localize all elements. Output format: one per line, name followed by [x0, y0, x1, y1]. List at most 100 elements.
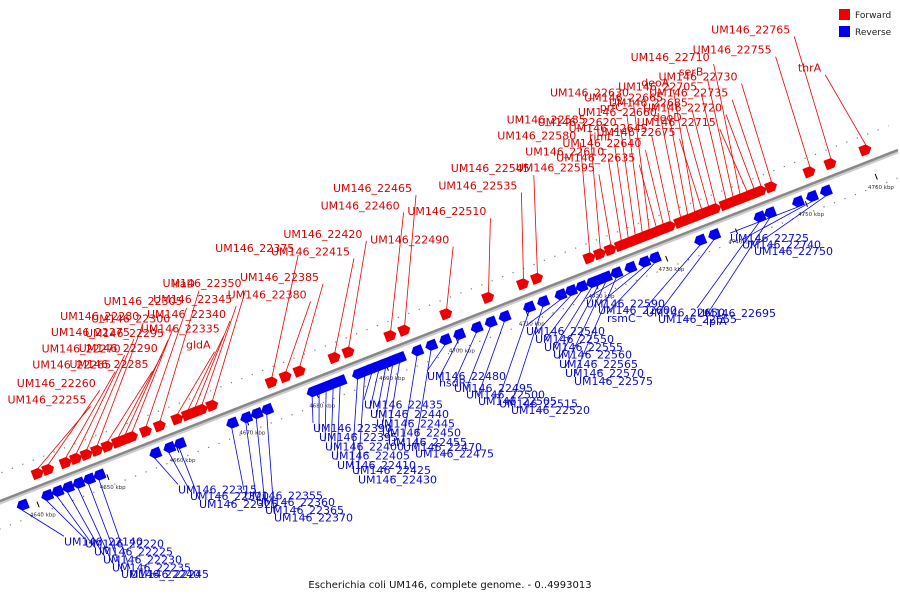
forward-gene-label: UM146_22295	[85, 327, 164, 340]
reverse-leader-line	[324, 391, 327, 442]
scale-tick-label: 4670 kbp	[239, 431, 265, 437]
forward-gene	[858, 144, 872, 157]
reverse-gene-label: UM146_22315	[178, 483, 257, 496]
reverse-leader-line	[381, 365, 393, 428]
forward-gene-label: deoA	[641, 77, 669, 90]
reverse-gene-label: UM146_22325	[199, 498, 278, 511]
forward-leader-line	[775, 56, 811, 167]
reverse-leader-line	[510, 306, 544, 405]
reverse-gene-label: UM146_22495	[454, 382, 533, 395]
reverse-gene	[226, 416, 240, 429]
forward-leader-line	[187, 335, 225, 410]
reverse-leader-line	[543, 291, 582, 343]
reverse-gene	[792, 195, 806, 208]
scale-tick	[176, 446, 180, 453]
forward-gene	[79, 448, 93, 462]
forward-leader-line	[645, 149, 664, 225]
forward-gene-label: serB	[679, 66, 704, 79]
reverse-gene	[62, 480, 76, 493]
scale-tick	[36, 501, 40, 508]
forward-leader-line	[626, 114, 643, 233]
gene-features	[16, 144, 872, 511]
forward-gene	[383, 330, 397, 343]
scale-tick-label: 4730 kbp	[658, 267, 684, 273]
forward-leader-line	[824, 74, 867, 145]
reverse-gene-label: UM146_22235	[112, 561, 191, 574]
forward-gene-label: UM146_22490	[370, 234, 449, 247]
reverse-gene	[41, 488, 55, 502]
reverse-leader-line	[477, 321, 505, 396]
scale-tick	[735, 228, 739, 235]
forward-gene	[582, 252, 596, 265]
reverse-gene-label: UM146_22320	[190, 490, 269, 503]
reverse-leader-line	[414, 350, 432, 449]
forward-gene-label: gldA	[186, 339, 211, 352]
reverse-leader-line	[438, 339, 460, 378]
forward-gene	[753, 185, 767, 198]
reverse-gene	[149, 446, 163, 459]
legend-reverse-swatch	[839, 26, 850, 37]
scale-tick-label: 4750 kbp	[798, 212, 824, 218]
forward-leader-line	[131, 325, 175, 432]
reverse-leader-line	[266, 414, 275, 513]
forward-gene-label: UM146_22620	[538, 116, 617, 129]
forward-gene	[138, 425, 152, 438]
forward-gene	[529, 272, 543, 285]
forward-gene	[327, 351, 341, 365]
forward-gene	[100, 440, 114, 453]
forward-gene-label: deoD	[653, 111, 682, 124]
forward-leader-line	[299, 283, 324, 367]
reverse-gene-label: UM146_22220	[85, 538, 164, 551]
forward-gene-label: UM146_22290	[79, 342, 158, 355]
forward-gene-label: UM146_22535	[438, 180, 517, 193]
forward-leader-line	[285, 301, 311, 372]
forward-gene	[89, 444, 103, 457]
reverse-gene	[72, 476, 86, 489]
forward-gene	[264, 376, 278, 389]
reverse-gene	[498, 309, 512, 323]
forward-leader-line	[651, 135, 671, 222]
forward-leader-line	[488, 218, 491, 293]
reverse-gene-label: lplA	[706, 315, 727, 328]
reverse-gene-label: UM146_22500	[466, 388, 545, 401]
reverse-leader-line	[597, 266, 645, 306]
reverse-gene	[694, 233, 708, 246]
forward-leader-line	[638, 164, 657, 227]
forward-leader-line	[685, 124, 709, 207]
reverse-gene-label: UM146_22725	[730, 232, 809, 245]
reverse-gene-label: UM146_22540	[526, 325, 605, 338]
reverse-gene-label: UM146_22470	[403, 441, 482, 454]
forward-gene-label: UM146_22300	[91, 312, 170, 325]
forward-gene-label: UM146_22715	[637, 116, 716, 129]
forward-leader-line	[177, 351, 215, 414]
scale-tick-label: 4700 kbp	[449, 349, 475, 355]
reverse-gene	[565, 284, 579, 297]
reverse-gene	[173, 436, 187, 450]
reverse-gene	[240, 411, 254, 424]
forward-leader-line	[86, 339, 135, 450]
reverse-gene	[638, 255, 652, 268]
reverse-leader-line	[498, 312, 530, 399]
forward-gene	[397, 324, 411, 337]
forward-leader-line	[731, 99, 762, 186]
forward-leader-line	[124, 340, 169, 435]
genome-title: Escherichia coli UM146, complete genome.…	[308, 580, 591, 591]
forward-gene-label: thrA	[798, 62, 822, 75]
reverse-gene-label: UM146_22370	[274, 512, 353, 525]
reverse-leader-line	[564, 282, 606, 369]
reverse-leader-line	[426, 344, 446, 372]
reverse-gene-label: UM146_22430	[358, 473, 437, 486]
reverse-gene-label: UM146_22655	[658, 313, 737, 326]
reverse-gene	[334, 374, 348, 387]
forward-gene-label: UM146_22265	[32, 358, 111, 371]
reverse-gene	[250, 406, 264, 420]
reverse-gene-label: UM146_22520	[511, 404, 590, 417]
forward-leader-line	[700, 93, 727, 200]
reverse-leader-line	[330, 388, 334, 451]
forward-leader-line	[614, 143, 629, 238]
forward-gene-label: UM146_22685	[609, 96, 688, 109]
forward-leader-line	[589, 126, 601, 249]
forward-gene-label: UM146_22385	[240, 271, 319, 284]
backbone-shadow	[0, 149, 899, 505]
legend-forward: Forward	[839, 9, 891, 21]
